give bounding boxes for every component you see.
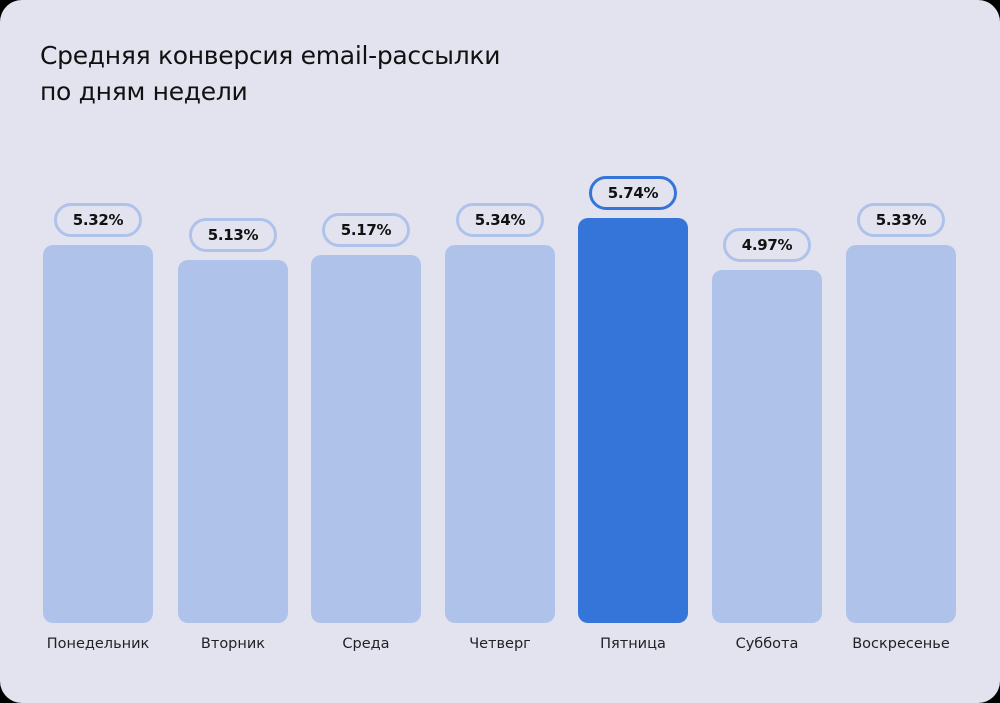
value-label-tuesday: 5.13% [189, 218, 277, 252]
value-label-friday: 5.74% [589, 176, 677, 210]
chart-title-line-2: по дням недели [40, 77, 248, 106]
value-label-wednesday: 5.17% [322, 213, 410, 247]
bar-group-tuesday: 5.13% [178, 218, 288, 623]
value-label-monday: 5.32% [54, 203, 142, 237]
chart-title: Средняя конверсия email-рассылки по дням… [40, 38, 500, 110]
bar-thursday [445, 245, 555, 623]
x-axis-label-wednesday: Среда [342, 636, 390, 652]
bar-tuesday [178, 260, 288, 623]
bar-group-sunday: 5.33% [846, 203, 956, 623]
x-axis-label-saturday: Суббота [735, 636, 799, 652]
bar-group-saturday: 4.97% [712, 228, 822, 623]
x-axis-label-thursday: Четверг [469, 636, 531, 652]
bar-saturday [712, 270, 822, 623]
bar-sunday [846, 245, 956, 623]
bar-wednesday [311, 255, 421, 623]
value-label-thursday: 5.34% [456, 203, 544, 237]
bar-monday [43, 245, 153, 623]
bar-friday-highlighted [578, 218, 688, 623]
bar-group-wednesday: 5.17% [311, 213, 421, 623]
value-label-sunday: 5.33% [857, 203, 945, 237]
value-label-saturday: 4.97% [723, 228, 811, 262]
bar-group-thursday: 5.34% [445, 203, 555, 623]
bar-group-monday: 5.32% [43, 203, 153, 623]
x-axis-label-friday: Пятница [600, 636, 666, 652]
x-axis-label-sunday: Воскресенье [852, 636, 950, 652]
bar-group-friday: 5.74% [578, 176, 688, 623]
x-axis-label-monday: Понедельник [46, 636, 150, 652]
x-axis-label-tuesday: Вторник [200, 636, 266, 652]
chart-title-line-1: Средняя конверсия email-рассылки [40, 41, 501, 70]
